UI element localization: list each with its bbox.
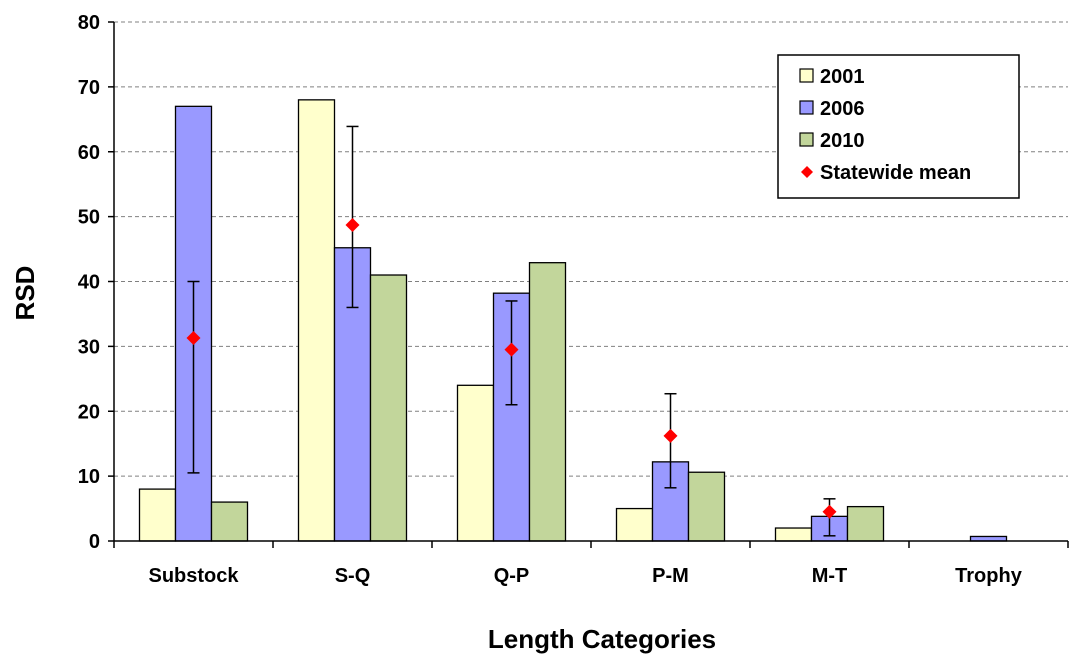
y-tick-label: 10 (78, 466, 100, 488)
y-tick-label: 40 (78, 272, 100, 294)
gridlines (114, 21, 1068, 477)
y-tick-labels: 0 10 20 30 40 50 60 70 80 (78, 12, 100, 553)
legend-label-statewide-mean: Statewide mean (820, 162, 971, 184)
axes (108, 21, 1069, 548)
y-tick-label: 80 (78, 12, 100, 34)
mean-marker-M-T (822, 504, 837, 519)
bar-2001-P-M (615, 507, 654, 542)
mean-marker-P-M (663, 428, 678, 443)
x-tick-label-Trophy: Trophy (955, 565, 1023, 587)
y-tick-label: 70 (78, 77, 100, 99)
bar-2010-P-M (687, 471, 726, 542)
x-tick-label-Q-P: Q-P (494, 565, 530, 587)
legend-label-2006: 2006 (820, 98, 865, 120)
x-tick-label-P-M: P-M (652, 565, 689, 587)
bar-2001-S-Q (297, 99, 336, 542)
bar-2010-M-T (846, 505, 885, 542)
bar-2001-M-T (774, 527, 813, 542)
y-axis-title: RSD (10, 266, 40, 321)
bar-2001-Substock (138, 488, 177, 542)
mean-marker-S-Q (345, 218, 360, 233)
y-tick-label: 0 (89, 531, 100, 553)
mean-marker-Substock (186, 330, 201, 345)
x-tick-label-Substock: Substock (148, 565, 239, 587)
x-tick-label-M-T: M-T (812, 565, 848, 587)
bar-2010-Q-P (528, 262, 567, 542)
bar-2001-Q-P (456, 384, 495, 542)
legend-swatch-2006 (799, 100, 814, 115)
legend-box (777, 54, 1020, 199)
legend: 2001 2006 2010 Statewide mean (777, 54, 1020, 199)
bars (138, 99, 1008, 542)
y-tick-label: 50 (78, 207, 100, 229)
y-tick-label: 20 (78, 401, 100, 423)
x-tick-labels: Substock S-Q Q-P P-M M-T Trophy (148, 565, 1022, 587)
legend-swatch-2010 (799, 132, 814, 147)
legend-label-2010: 2010 (820, 130, 865, 152)
y-tick-label: 30 (78, 336, 100, 358)
mean-marker-Q-P (504, 342, 519, 357)
mean-markers (186, 218, 837, 519)
x-axis-title: Length Categories (488, 624, 716, 654)
bar-2010-Substock (210, 501, 249, 542)
legend-marker-statewide-mean (801, 166, 813, 178)
bar-2010-S-Q (369, 274, 408, 542)
legend-label-2001: 2001 (820, 66, 865, 88)
y-tick-label: 60 (78, 142, 100, 164)
x-tick-label-S-Q: S-Q (335, 565, 371, 587)
legend-swatch-2001 (799, 68, 814, 83)
